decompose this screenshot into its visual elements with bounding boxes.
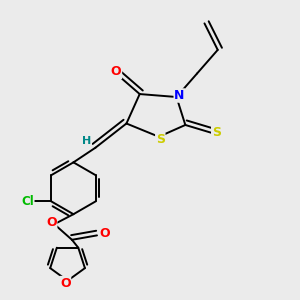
Text: H: H	[82, 136, 91, 146]
Text: Cl: Cl	[21, 195, 34, 208]
Text: O: O	[60, 277, 70, 290]
Text: S: S	[212, 126, 221, 140]
Text: O: O	[111, 65, 122, 79]
Text: O: O	[46, 216, 57, 229]
Text: S: S	[156, 133, 165, 146]
Text: O: O	[99, 226, 110, 239]
Text: N: N	[174, 89, 184, 102]
